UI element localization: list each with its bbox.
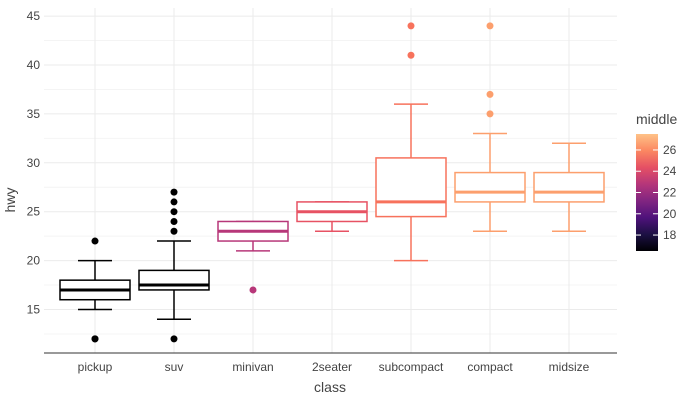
- box-iqr: [454, 171, 526, 203]
- x-tick-label: minivan: [232, 360, 273, 374]
- x-tick-label: 2seater: [312, 360, 352, 374]
- legend-tick-label: 18: [663, 228, 677, 242]
- outlier-point: [170, 227, 178, 235]
- legend-tick-label: 24: [663, 164, 677, 178]
- box-iqr: [138, 269, 210, 291]
- x-tick-label: subcompact: [379, 360, 444, 374]
- box-iqr: [533, 171, 605, 203]
- legend-tick-label: 26: [663, 143, 677, 157]
- legend-tick-label: 22: [663, 186, 677, 200]
- x-tick-label: midsize: [549, 360, 590, 374]
- outlier-point: [91, 335, 99, 343]
- outlier-point: [249, 286, 257, 294]
- y-tick-label: 45: [27, 9, 41, 23]
- boxes: [59, 22, 605, 343]
- box-suv: [138, 188, 210, 343]
- x-tick-label: pickup: [78, 360, 113, 374]
- legend-ticks: 18 20 22 24 26: [636, 143, 677, 242]
- y-tick-label: 25: [27, 205, 41, 219]
- grid: [44, 8, 617, 353]
- y-tick-label: 15: [27, 303, 41, 317]
- box-compact: [454, 22, 526, 233]
- legend-tick-label: 20: [663, 207, 677, 221]
- box-2seater: [296, 201, 368, 233]
- y-axis-title: hwy: [2, 188, 18, 213]
- box-pickup: [59, 237, 131, 343]
- outlier-point: [170, 198, 178, 206]
- outlier-point: [486, 22, 494, 30]
- outlier-point: [170, 188, 178, 196]
- box-iqr: [375, 157, 447, 218]
- box-subcompact: [375, 22, 447, 262]
- y-tick-label: 40: [27, 58, 41, 72]
- y-tick-label: 30: [27, 156, 41, 170]
- color-legend: middle 18 20 22 24 26: [636, 111, 677, 251]
- legend-colorbar: [636, 134, 658, 251]
- outlier-point: [170, 335, 178, 343]
- outlier-point: [407, 22, 415, 30]
- x-tick-label: compact: [467, 360, 513, 374]
- outlier-point: [170, 217, 178, 225]
- outlier-point: [91, 237, 99, 245]
- y-tick-label: 35: [27, 107, 41, 121]
- outlier-point: [486, 90, 494, 98]
- y-tick-label: 20: [27, 254, 41, 268]
- box-minivan: [217, 220, 289, 294]
- outlier-point: [170, 208, 178, 216]
- outlier-point: [407, 51, 415, 59]
- box-midsize: [533, 142, 605, 233]
- x-tick-label: suv: [165, 360, 184, 374]
- x-axis-title: class: [314, 379, 346, 395]
- legend-title: middle: [636, 111, 677, 127]
- outlier-point: [486, 110, 494, 118]
- tick-labels: 15 20 25 30 35 40 45 pickup suv minivan 2seater sub…: [27, 9, 590, 374]
